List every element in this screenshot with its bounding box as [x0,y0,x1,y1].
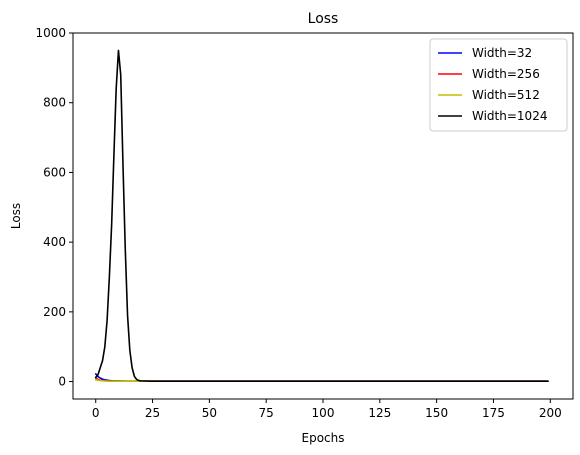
chart-title: Loss [308,11,339,27]
x-tick-label: 200 [539,406,562,420]
legend-label: Width=1024 [472,109,547,123]
y-tick-label: 600 [43,165,66,179]
x-tick-label: 100 [312,406,335,420]
x-tick-label: 25 [145,406,160,420]
x-tick-label: 50 [202,406,217,420]
x-axis-label: Epochs [302,431,345,445]
y-tick-label: 0 [58,375,66,389]
x-axis: 0 25 50 75 100 125 150 175 200 [92,399,562,420]
y-tick-label: 800 [43,96,66,110]
x-tick-label: 0 [92,406,100,420]
x-tick-label: 125 [368,406,391,420]
y-tick-label: 400 [43,235,66,249]
legend: Width=32 Width=256 Width=512 Width=1024 [429,38,568,132]
series-line-width-32 [94,373,549,383]
legend-label: Width=512 [472,88,540,102]
legend-label: Width=256 [472,67,540,81]
y-axis: 0 200 400 600 800 1000 [35,26,73,389]
x-tick-label: 175 [482,406,505,420]
series-line-width-1024 [94,49,549,383]
legend-box [429,38,568,132]
y-axis-label: Loss [9,203,23,229]
legend-label: Width=32 [472,46,532,60]
y-tick-label: 200 [43,305,66,319]
x-tick-label: 150 [425,406,448,420]
plot-area [94,49,549,383]
y-tick-label: 1000 [35,26,66,40]
x-tick-label: 75 [259,406,274,420]
